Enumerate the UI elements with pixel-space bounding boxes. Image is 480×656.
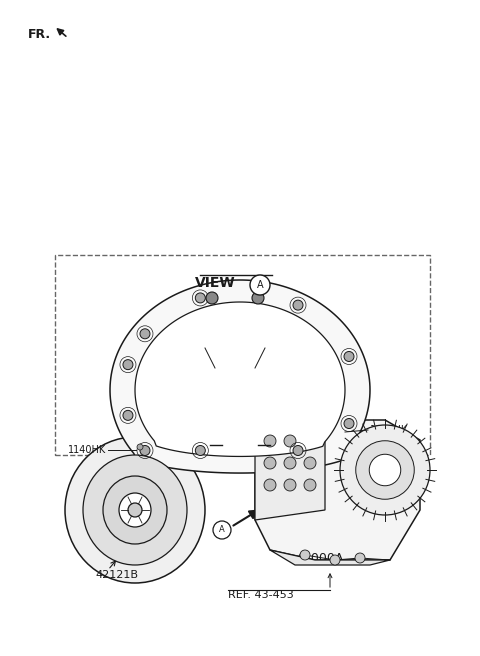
Ellipse shape — [65, 437, 205, 583]
Circle shape — [123, 359, 133, 369]
Circle shape — [195, 293, 205, 303]
Text: 1140HG 1140HG: 1140HG 1140HG — [190, 372, 272, 382]
Circle shape — [344, 419, 354, 428]
Circle shape — [293, 445, 303, 455]
Text: 45000A: 45000A — [295, 552, 343, 565]
Text: 1140HK: 1140HK — [68, 445, 106, 455]
Text: VIEW: VIEW — [195, 276, 235, 290]
Ellipse shape — [103, 476, 167, 544]
Polygon shape — [255, 420, 325, 520]
Ellipse shape — [137, 444, 143, 450]
Circle shape — [250, 275, 270, 295]
Polygon shape — [135, 302, 345, 457]
Polygon shape — [255, 420, 420, 560]
Ellipse shape — [83, 455, 187, 565]
Circle shape — [140, 329, 150, 338]
Ellipse shape — [264, 457, 276, 469]
Circle shape — [300, 550, 310, 560]
Circle shape — [356, 441, 414, 499]
Ellipse shape — [284, 435, 296, 447]
Circle shape — [293, 300, 303, 310]
Ellipse shape — [284, 457, 296, 469]
Ellipse shape — [264, 435, 276, 447]
Text: 1140HJ  1140HJ: 1140HJ 1140HJ — [190, 359, 266, 369]
Polygon shape — [270, 550, 390, 565]
Circle shape — [355, 553, 365, 563]
Circle shape — [195, 445, 205, 455]
Circle shape — [206, 292, 218, 304]
Circle shape — [123, 411, 133, 420]
Circle shape — [369, 454, 401, 485]
Ellipse shape — [128, 503, 142, 517]
Bar — [55, 255, 430, 455]
Ellipse shape — [304, 457, 316, 469]
Text: 1140HK: 1140HK — [370, 425, 408, 435]
Circle shape — [213, 521, 231, 539]
Ellipse shape — [304, 479, 316, 491]
Circle shape — [340, 425, 430, 515]
Text: FR.: FR. — [28, 28, 51, 41]
Circle shape — [330, 555, 340, 565]
Ellipse shape — [284, 479, 296, 491]
Text: REF. 43-453: REF. 43-453 — [228, 590, 294, 600]
Polygon shape — [110, 280, 370, 473]
Text: A: A — [257, 280, 264, 290]
Text: A: A — [219, 525, 225, 535]
Ellipse shape — [119, 493, 151, 527]
Ellipse shape — [264, 479, 276, 491]
Circle shape — [344, 352, 354, 361]
Circle shape — [140, 445, 150, 455]
Circle shape — [252, 292, 264, 304]
Text: 42121B: 42121B — [95, 570, 138, 580]
